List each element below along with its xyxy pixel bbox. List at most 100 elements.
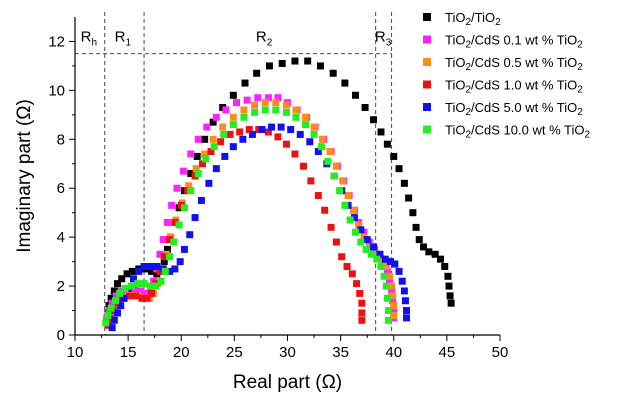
data-point — [377, 128, 385, 136]
data-point — [166, 267, 174, 275]
data-point — [291, 150, 299, 158]
data-point — [319, 135, 327, 143]
data-point — [282, 101, 290, 109]
data-point — [137, 287, 145, 295]
data-point — [355, 221, 363, 229]
data-point — [185, 182, 193, 190]
data-point — [209, 135, 217, 143]
data-point — [209, 118, 217, 126]
data-point — [258, 126, 266, 134]
data-point — [400, 287, 408, 295]
data-point — [161, 267, 169, 275]
data-series — [102, 57, 455, 332]
data-point — [127, 282, 135, 290]
data-point — [277, 123, 285, 131]
data-point — [357, 238, 365, 246]
data-point — [314, 192, 322, 200]
data-point — [146, 263, 154, 271]
data-point — [160, 253, 168, 261]
data-point — [128, 267, 136, 275]
data-point — [146, 282, 154, 290]
data-point — [229, 113, 237, 121]
data-point — [180, 204, 188, 212]
data-point — [383, 140, 391, 148]
data-point — [107, 304, 115, 312]
data-point — [437, 255, 444, 263]
data-point — [299, 162, 307, 170]
data-point — [352, 228, 359, 236]
data-point — [166, 236, 174, 244]
data-point — [409, 209, 417, 217]
data-point — [192, 165, 200, 173]
data-point — [140, 280, 148, 288]
data-point — [376, 250, 384, 258]
y-tick-label: 2 — [57, 278, 65, 295]
data-point — [219, 123, 227, 131]
data-point — [125, 292, 133, 300]
data-point — [264, 94, 272, 102]
data-point — [352, 91, 359, 99]
data-point — [384, 307, 392, 315]
data-point — [134, 280, 142, 288]
data-point — [261, 106, 269, 114]
data-point — [191, 214, 199, 222]
legend-marker — [423, 103, 431, 111]
data-point — [349, 206, 357, 214]
data-point — [176, 258, 184, 266]
data-point — [358, 316, 366, 324]
data-point — [132, 292, 140, 300]
data-point — [104, 311, 112, 319]
data-point — [388, 282, 396, 290]
data-point — [361, 104, 369, 112]
data-point — [221, 152, 229, 160]
data-point — [201, 135, 209, 143]
data-point — [326, 148, 334, 156]
y-tick-label: 8 — [57, 131, 65, 148]
data-point — [380, 272, 388, 280]
data-point — [431, 250, 439, 258]
x-tick-label: 25 — [226, 344, 243, 361]
data-point — [114, 309, 121, 317]
legend-label: TiO2/CdS 0.1 wt % TiO2 — [445, 33, 583, 51]
data-point — [114, 280, 121, 288]
data-point — [387, 258, 395, 266]
data-point — [168, 201, 176, 209]
data-point — [199, 160, 206, 168]
data-point — [357, 226, 365, 234]
x-tick-label: 15 — [120, 344, 137, 361]
region-label: R1 — [115, 28, 132, 48]
data-point — [163, 245, 171, 253]
y-tick-label: 0 — [57, 327, 65, 344]
legend-marker — [423, 80, 431, 89]
data-point — [400, 179, 408, 187]
data-point — [403, 307, 410, 315]
data-point — [447, 299, 455, 307]
series-3 — [104, 126, 366, 329]
data-point — [389, 292, 397, 300]
x-tick-label: 20 — [173, 344, 190, 361]
legend-marker — [423, 35, 431, 44]
data-point — [390, 152, 398, 160]
data-point — [193, 152, 201, 160]
data-point — [363, 236, 371, 244]
data-point — [391, 260, 399, 268]
legend-marker — [423, 58, 431, 66]
data-point — [156, 250, 164, 258]
data-point — [287, 126, 295, 134]
data-point — [339, 177, 347, 185]
data-point — [383, 267, 391, 275]
data-point — [321, 206, 329, 214]
data-point — [358, 299, 366, 307]
data-point — [233, 99, 240, 107]
data-point — [336, 187, 344, 195]
data-point — [344, 192, 352, 200]
data-point — [240, 113, 248, 121]
data-point — [278, 59, 286, 67]
data-point — [362, 245, 370, 253]
data-point — [240, 106, 248, 114]
data-point — [187, 187, 195, 195]
x-tick-label: 35 — [332, 344, 349, 361]
data-point — [395, 267, 403, 275]
data-point — [318, 143, 325, 151]
